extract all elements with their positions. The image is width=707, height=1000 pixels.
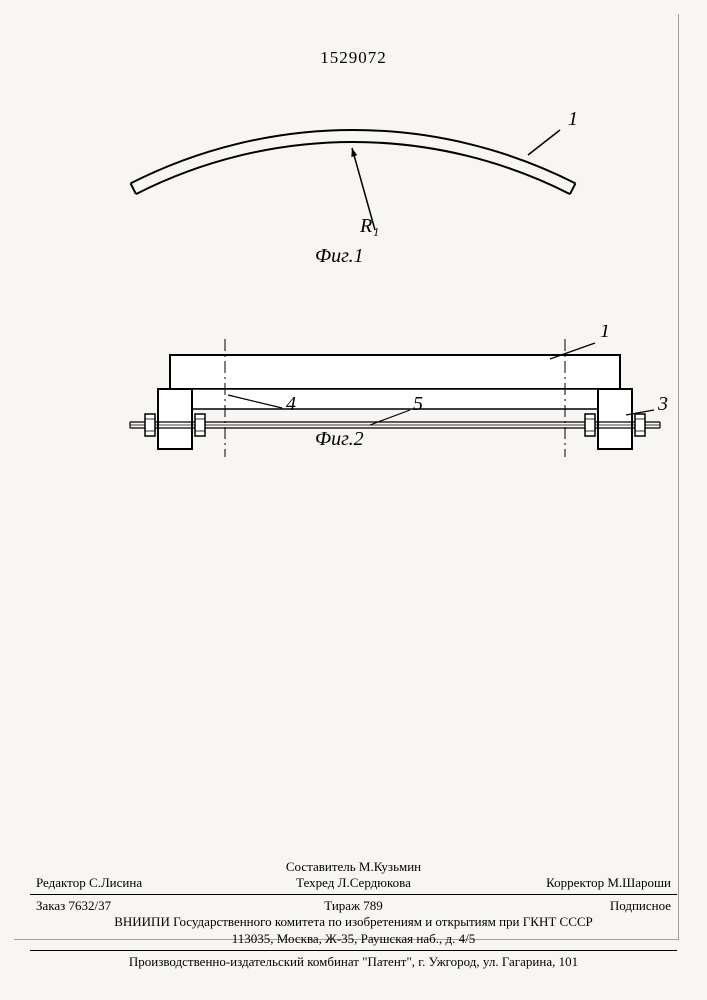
circulation: Тираж 789 [248,898,460,914]
svg-text:1: 1 [568,108,578,130]
org1: ВНИИПИ Государственного комитета по изоб… [30,914,677,930]
tech-editor: Техред Л.Сердюкова [248,875,460,891]
composer-line: Составитель М.Кузьмин [30,859,677,875]
org2: Производственно-издательский комбинат "П… [30,954,677,970]
corrector: Корректор М.Шароши [459,875,671,891]
svg-text:1: 1 [600,325,610,342]
svg-text:5: 5 [413,393,423,415]
patent-page: 1529072 1 R₁ Фиг.1 1345 Фиг.2 Составител… [0,0,707,1000]
fig1-caption: Фиг.1 [315,245,364,268]
order-no: Заказ 7632/37 [36,898,248,914]
fig2-caption: Фиг.2 [315,428,364,451]
fig1-r1-label: R₁ [360,215,379,238]
fig2-svg: 1 3 4 5 [120,325,707,485]
colophon: Составитель М.Кузьмин Редактор С.Лисина … [0,859,707,971]
subscription: Подписное [459,898,671,914]
addr1: 113035, Москва, Ж-35, Раушская наб., д. … [30,931,677,947]
editor: Редактор С.Лисина [36,875,248,891]
svg-text:3: 3 [657,393,668,415]
svg-text:4: 4 [286,393,296,415]
